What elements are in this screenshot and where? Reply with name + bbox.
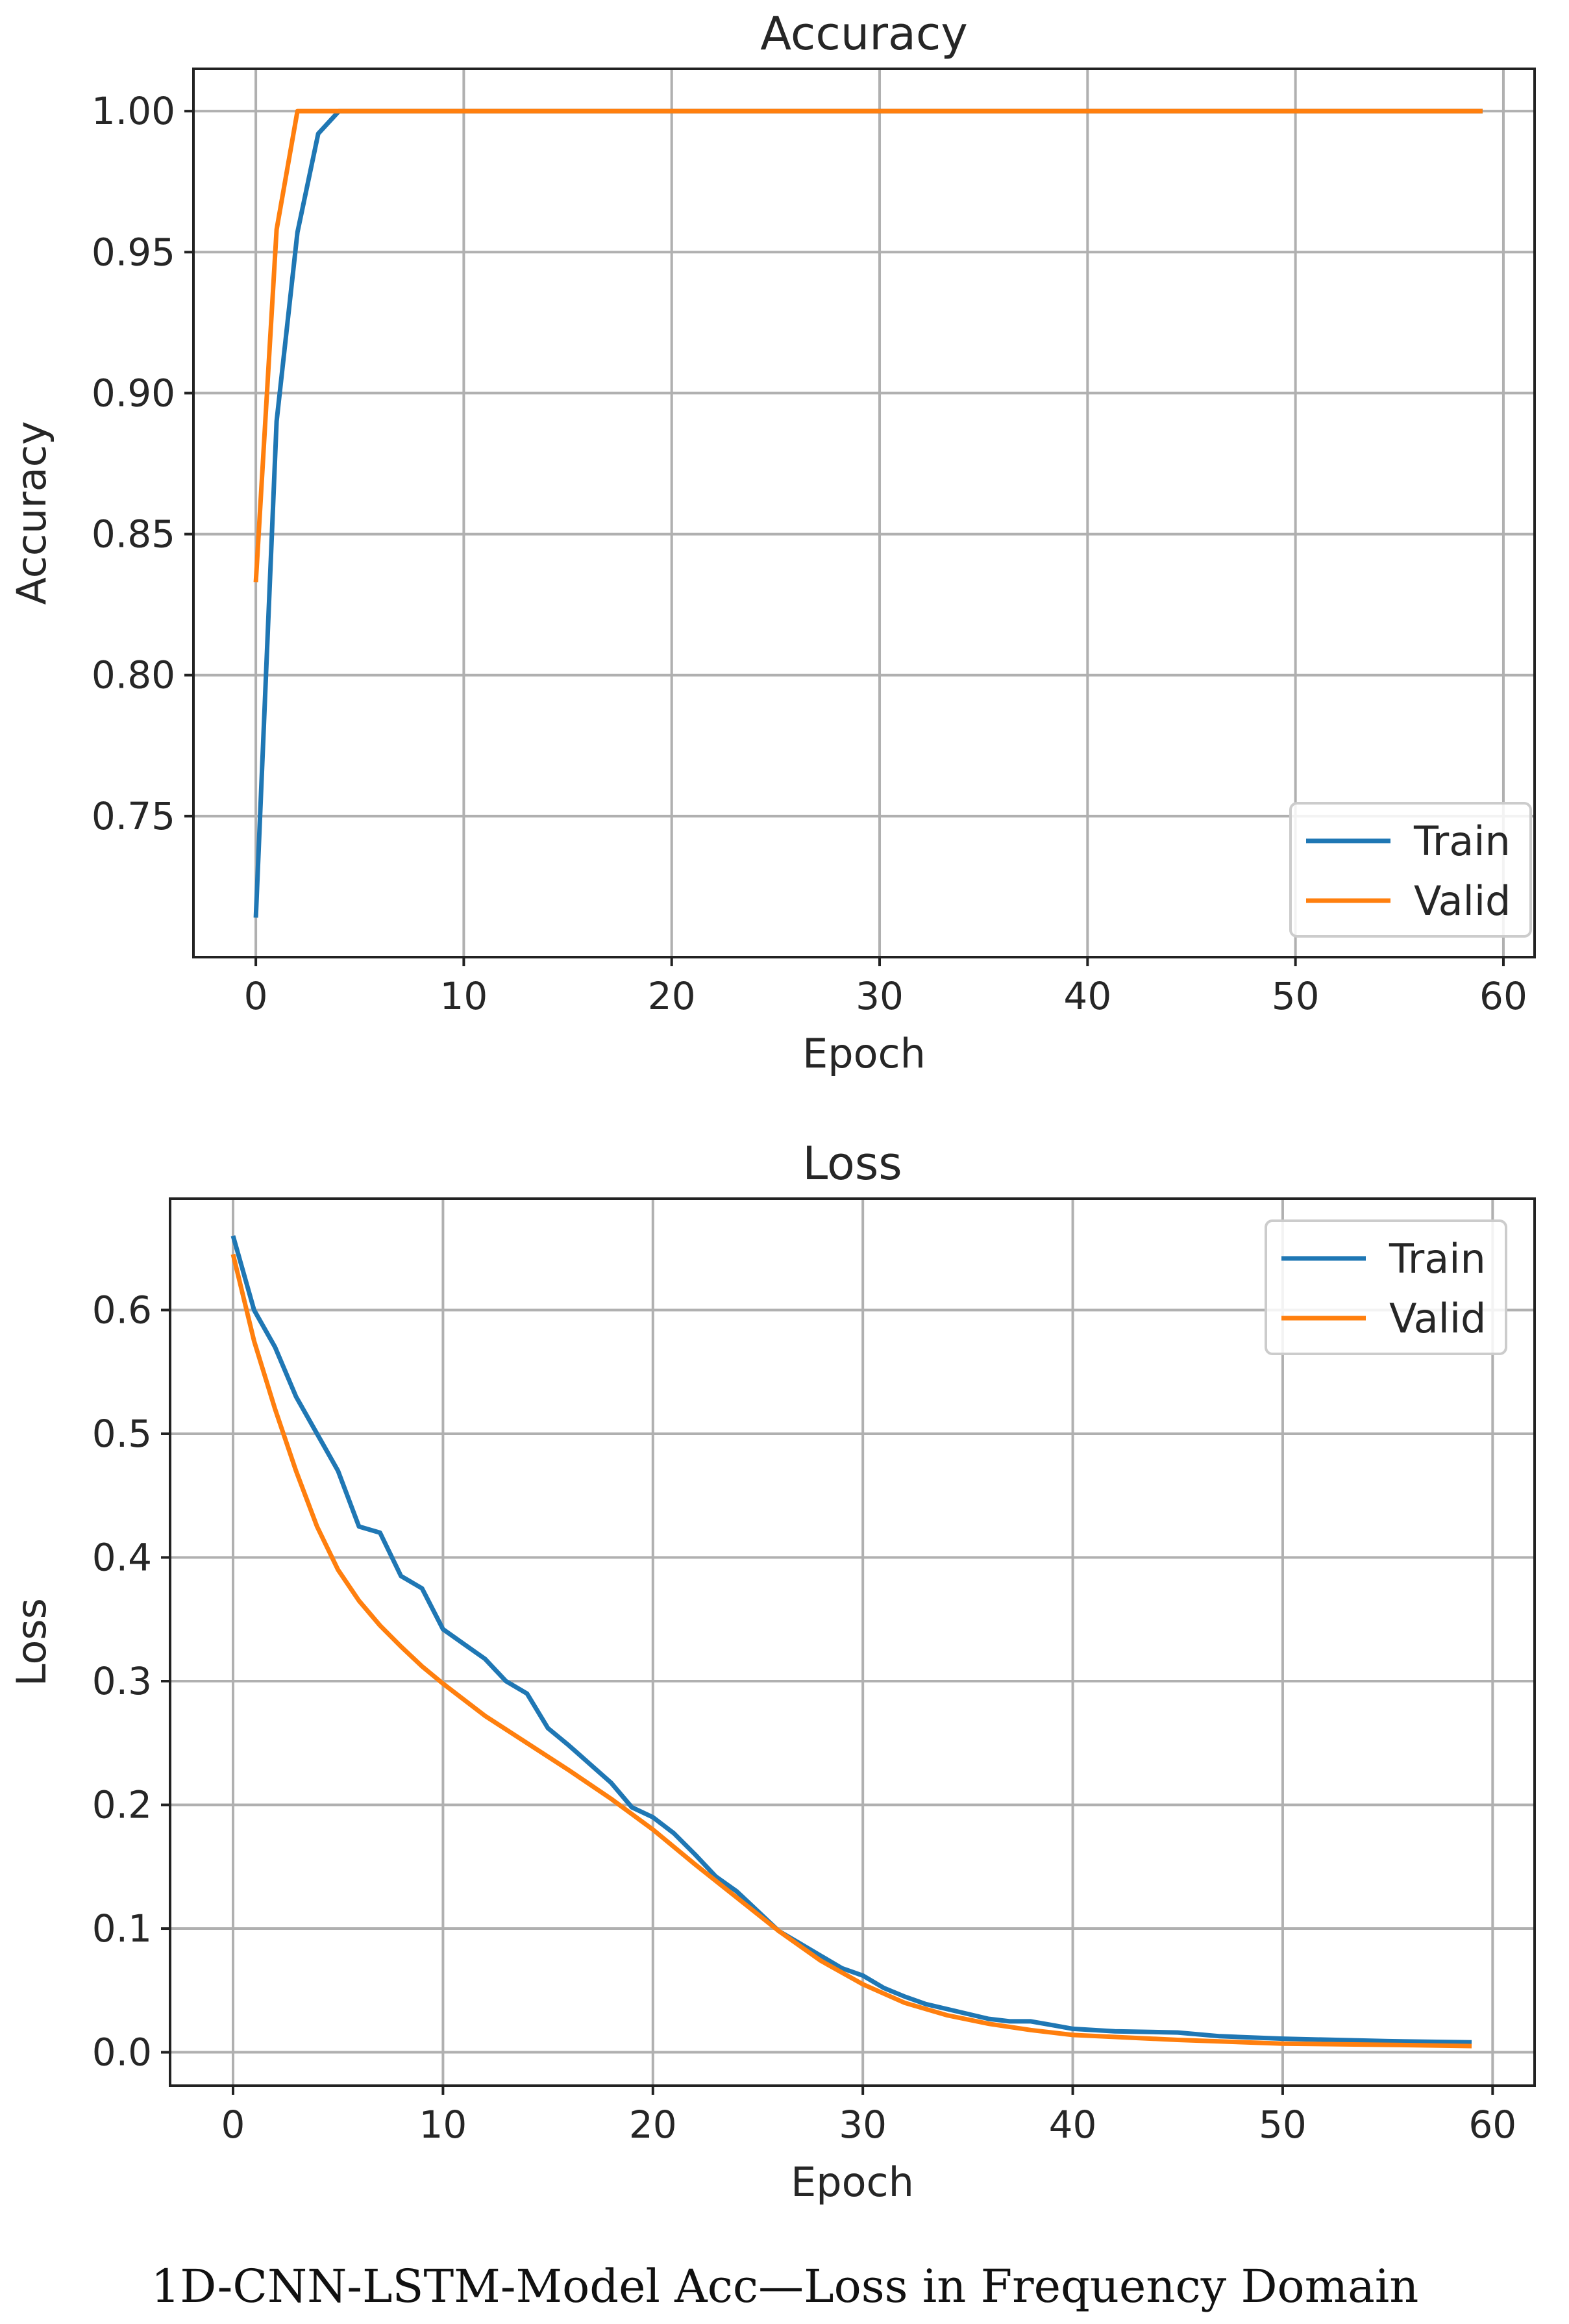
y-tick-label: 0.5 [92, 1412, 152, 1456]
y-tick-label: 0.1 [92, 1906, 152, 1951]
series-line-train [230, 1235, 1472, 2045]
y-tick-label: 0.6 [92, 1288, 152, 1332]
legend-label-train: Train [1389, 1235, 1486, 1282]
x-tick-label: 60 [1468, 2103, 1516, 2147]
y-tick-label: 0.80 [92, 653, 175, 697]
chart-title: Loss [802, 1137, 902, 1190]
legend: Train Valid [1289, 802, 1532, 938]
x-tick-label: 50 [1272, 974, 1320, 1018]
series-line-valid [253, 108, 1483, 582]
x-axis-title: Epoch [802, 1030, 926, 1077]
y-tick-label: 0.2 [92, 1783, 152, 1827]
loss-chart: 0 10 20 30 40 50 60 0.0 0.1 0.2 0.3 0.4 0.5 0.6 Loss Ep… [8, 1137, 1536, 2206]
x-tick-label: 40 [1063, 974, 1111, 1018]
y-tick-label: 0.90 [92, 371, 175, 415]
y-tick-label: 0.75 [92, 794, 175, 838]
chart-title: Accuracy [760, 7, 968, 60]
legend-box [1289, 802, 1532, 938]
legend: Train Valid [1265, 1219, 1507, 1355]
legend-label-train: Train [1413, 818, 1511, 865]
x-tick-label: 0 [244, 974, 268, 1018]
y-axis-title: Accuracy [8, 421, 55, 605]
y-axis-title: Loss [8, 1598, 55, 1686]
plot-frame [169, 1197, 1536, 2087]
x-tick-label: 10 [419, 2103, 467, 2147]
x-tick-label: 40 [1049, 2103, 1097, 2147]
x-tick-label: 10 [439, 974, 488, 1018]
y-tick-label: 0.3 [92, 1659, 152, 1703]
x-tick-label: 20 [648, 974, 696, 1018]
y-tick-label: 0.0 [92, 2030, 152, 2075]
x-tick-label: 60 [1479, 974, 1527, 1018]
series-line-valid [230, 1253, 1472, 2049]
x-tick-label: 30 [839, 2103, 887, 2147]
figure-caption: 1D-CNN-LSTM-Model Acc—Loss in Frequency … [151, 2260, 1419, 2313]
x-tick-label: 20 [629, 2103, 677, 2147]
y-tick-label: 0.85 [92, 512, 175, 556]
x-axis-title: Epoch [791, 2158, 914, 2206]
series-line-train [253, 108, 1483, 918]
plot-frame [192, 68, 1536, 958]
y-tick-label: 0.95 [92, 230, 175, 274]
y-tick-label: 1.00 [92, 89, 175, 133]
y-tick-label: 0.4 [92, 1535, 152, 1579]
legend-box [1265, 1219, 1507, 1355]
x-tick-label: 50 [1259, 2103, 1307, 2147]
accuracy-chart: 0 10 20 30 40 50 60 0.75 0.80 0.85 0.90 0.95 1.00 Acc… [8, 7, 1536, 1077]
x-tick-label: 30 [856, 974, 904, 1018]
x-tick-label: 0 [221, 2103, 245, 2147]
legend-label-valid: Valid [1389, 1295, 1486, 1342]
legend-label-valid: Valid [1414, 877, 1511, 925]
